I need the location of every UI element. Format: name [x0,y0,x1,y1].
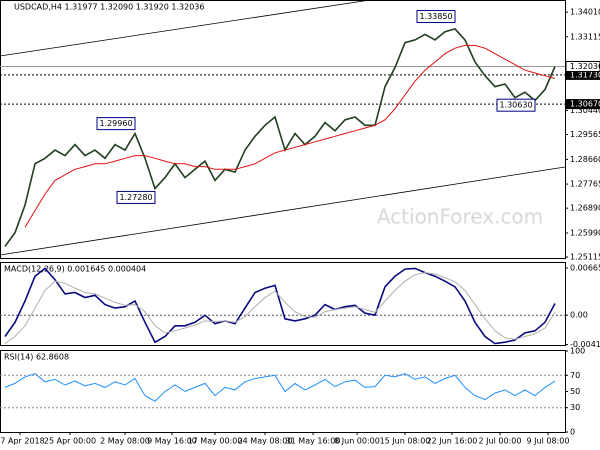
y-tick-label: 50 [570,387,580,396]
annotation-label: 1.33850 [419,12,452,21]
price-level-box [566,99,600,110]
x-tick-label: 2 Jul 00:00 [479,437,522,446]
last-price-label: 1.32036 [570,62,600,71]
y-tick-label: 0.00 [570,311,588,320]
y-tick-label: 0.006651 [570,264,600,273]
channel-upper [0,0,371,57]
y-tick-label: 1.33115 [570,32,600,41]
y-tick-label: 1.30440 [570,106,600,115]
last-price-box [565,60,600,72]
price-panel [0,0,566,259]
price-level-label: 1.30670 [570,100,600,109]
x-tick-label: 17 Apr 2018 [0,437,45,446]
y-tick-label: 30 [570,403,580,412]
x-tick-label: 31 May 16:00 [286,437,341,446]
rsi-panel [0,350,566,433]
watermark: ActionForex.com [377,205,543,229]
x-tick-label: 8 Jun 00:00 [334,437,380,446]
series-line [4,373,556,402]
y-tick-label: 1.26890 [570,204,600,213]
y-tick-label: 100 [570,347,585,356]
y-tick-label: -0.004145 [570,340,600,349]
y-tick-label: 1.29565 [570,130,600,139]
y-tick-label: 70 [570,371,580,380]
y-tick-label: 1.25115 [570,253,600,262]
x-tick-label: 9 May 16:00 [147,437,197,446]
y-tick-label: 1.25990 [570,228,600,237]
annotation-box [116,190,156,204]
annotation-box [496,98,536,112]
y-tick-label: 1.34010 [570,8,600,17]
y-tick-label: 1.27765 [570,180,600,189]
x-tick-label: 17 May 00:00 [188,437,243,446]
x-tick-label: 15 Jun 08:00 [380,437,431,446]
y-tick-label: 1.28660 [570,155,600,164]
annotation-box [416,10,456,24]
annotation-label: 1.27280 [119,193,152,202]
annotation-box [96,117,136,131]
annotation-label: 1.30630 [499,101,532,110]
x-tick-label: 9 Jul 08:00 [527,437,570,446]
series-line [4,272,556,345]
series-line [4,267,556,345]
series-line [4,27,556,247]
y-tick-label: 0 [570,428,575,437]
macd-panel [0,262,566,346]
x-tick-label: 24 May 08:00 [238,437,293,446]
annotation-label: 1.29960 [99,119,132,128]
price-level-box [566,69,600,80]
x-tick-label: 25 Apr 00:00 [44,437,96,446]
series-line [24,44,556,228]
x-tick-label: 22 Jun 16:00 [427,437,478,446]
rsi-title: RSI(14) 62.8608 [4,353,69,362]
x-tick-label: 2 May 08:00 [100,437,150,446]
macd-title: MACD(12,26,9) 0.001645 0.000404 [4,265,146,274]
price-level-label: 1.31730 [570,70,600,79]
price-title: USDCAD,H4 1.31977 1.32090 1.31920 1.3203… [14,3,204,12]
channel-lower [0,166,566,256]
